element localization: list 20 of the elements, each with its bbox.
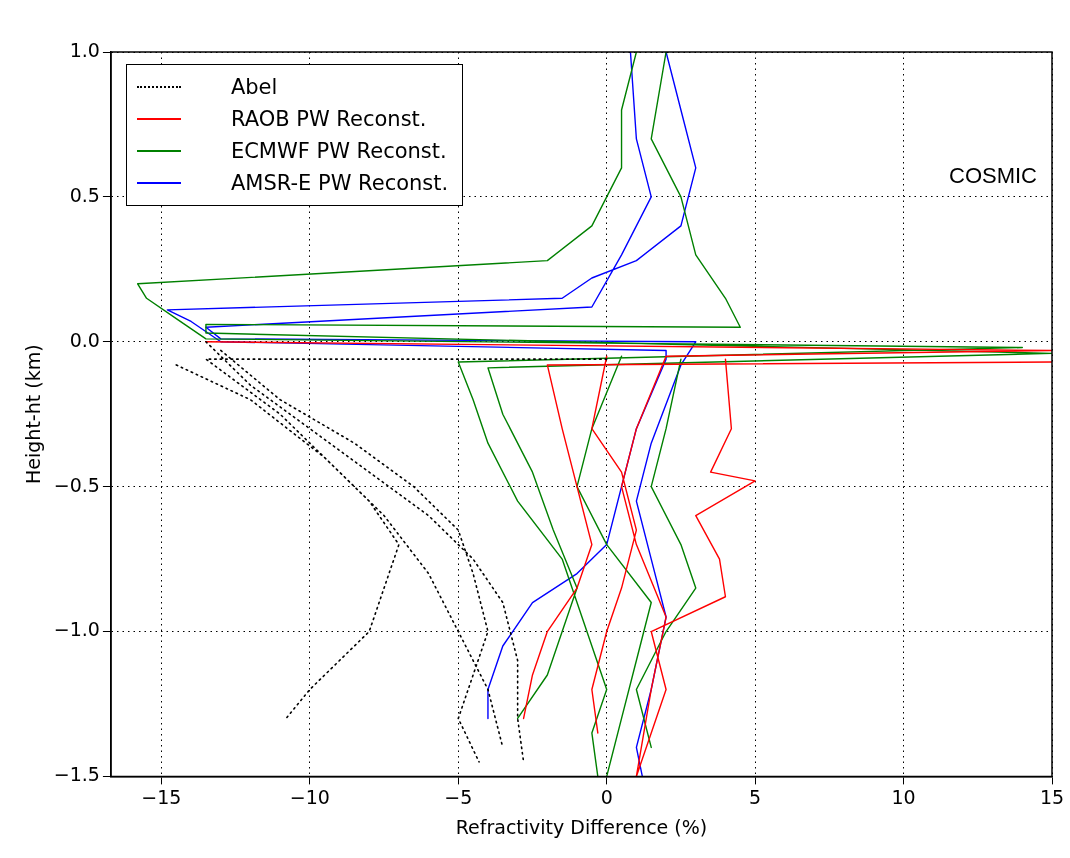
y-tick-label: −1.5: [53, 763, 100, 786]
y-tick-label: 1.0: [69, 38, 100, 61]
y-axis-title: Height-ht (km): [22, 344, 45, 484]
y-tick-label: 0.5: [69, 183, 100, 206]
legend-label: ECMWF PW Reconst.: [230, 139, 447, 163]
x-tick-label: −10: [289, 785, 330, 808]
x-tick-label: −5: [444, 785, 473, 808]
x-tick-label: 5: [749, 785, 762, 808]
legend-label: RAOB PW Reconst.: [230, 107, 427, 131]
legend-label: AMSR-E PW Reconst.: [230, 171, 449, 195]
x-tick-label: 15: [1039, 785, 1065, 808]
x-tick-label: 0: [600, 785, 613, 808]
y-tick-label: 0.0: [69, 328, 100, 351]
x-tick-label: −15: [141, 785, 182, 808]
legend-label: Abel: [230, 75, 278, 99]
annotation: COSMIC: [949, 163, 1038, 189]
y-tick-label: −1.0: [53, 618, 100, 641]
x-axis-title: Refractivity Difference (%): [455, 815, 708, 838]
y-tick-label: −0.5: [53, 473, 100, 496]
x-tick-label: 10: [891, 785, 916, 808]
